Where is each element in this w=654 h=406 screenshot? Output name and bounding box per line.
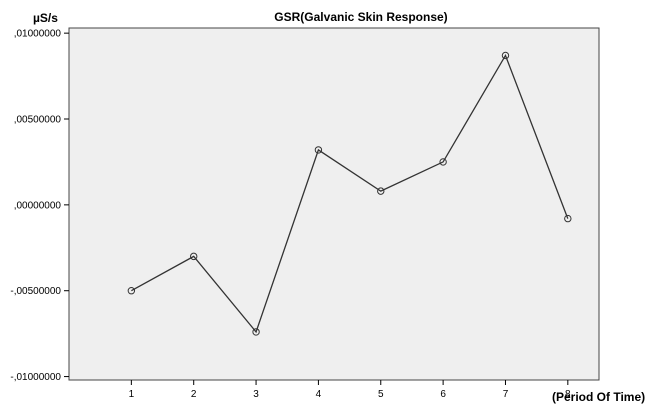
x-tick-label-7: 8 xyxy=(565,389,571,400)
y-axis-unit-label: µS/s xyxy=(33,11,58,25)
y-tick-label-4: -,01000000 xyxy=(10,372,61,383)
series-line-0 xyxy=(131,53,569,334)
data-series xyxy=(127,51,572,336)
x-tick-label-4: 5 xyxy=(378,389,384,400)
y-tick-label-2: ,00000000 xyxy=(14,200,62,211)
x-tick-label-1: 2 xyxy=(191,389,197,400)
x-tick-label-0: 1 xyxy=(129,389,135,400)
chart-title: GSR(Galvanic Skin Response) xyxy=(274,10,447,24)
x-axis: 1 2 3 4 5 6 7 8 xyxy=(129,380,571,400)
plot-area xyxy=(68,27,600,381)
data-point-2 xyxy=(190,252,198,261)
data-point-3 xyxy=(252,328,260,336)
x-tick-label-6: 7 xyxy=(503,389,509,400)
data-point-6 xyxy=(439,158,447,166)
data-point-4 xyxy=(314,146,323,154)
x-tick-label-5: 6 xyxy=(440,389,446,400)
data-point-8 xyxy=(564,214,572,223)
data-point-7 xyxy=(501,51,510,60)
data-point-5 xyxy=(377,187,385,195)
x-tick-label-2: 3 xyxy=(253,389,259,400)
x-tick-label-3: 4 xyxy=(316,389,322,400)
y-tick-label-0: ,01000000 xyxy=(14,29,62,40)
y-axis: ,01000000 ,00500000 ,00000000 -,00500000 -,0… xyxy=(10,29,69,383)
data-point-1 xyxy=(127,287,136,295)
y-tick-label-3: -,00500000 xyxy=(10,286,61,297)
y-tick-label-1: ,00500000 xyxy=(14,115,62,126)
x-axis-unit-label: (Period Of Time) xyxy=(552,390,645,404)
